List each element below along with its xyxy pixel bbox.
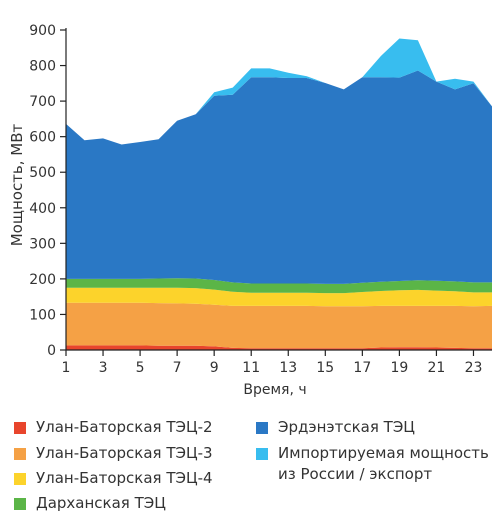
legend-item-tec3: Улан-Баторская ТЭЦ-3: [14, 443, 213, 464]
legend-swatch-tec4: [14, 473, 26, 485]
area-series-0: [66, 345, 492, 350]
x-tick-label: 3: [99, 360, 108, 376]
y-tick-label: 300: [29, 236, 56, 252]
area-series-1: [66, 302, 492, 349]
x-tick-label: 11: [242, 360, 260, 376]
x-tick-label: 23: [465, 360, 483, 376]
area-series-5: [66, 38, 492, 145]
y-tick-label: 500: [29, 165, 56, 181]
y-tick-label: 400: [29, 201, 56, 217]
x-tick-label: 7: [173, 360, 182, 376]
legend-swatch-import: [256, 448, 268, 460]
area-series-2: [66, 287, 492, 307]
x-tick-label: 1: [62, 360, 71, 376]
y-tick-label: 200: [29, 272, 56, 288]
x-tick-label: 5: [136, 360, 145, 376]
legend-label-darkhan: Дарханская ТЭЦ: [36, 494, 166, 512]
y-tick-label: 700: [29, 94, 56, 110]
legend-item-import: Импортируемая мощность из России / экспо…: [256, 443, 489, 485]
legend-swatch-tec2: [14, 422, 26, 434]
x-tick-label: 9: [210, 360, 219, 376]
x-ticks: 1 3 5 7 9 11 13 15 17 19 21 23: [62, 350, 483, 376]
legend-label-tec2: Улан-Баторская ТЭЦ-2: [36, 418, 213, 436]
legend-item-tec4: Улан-Баторская ТЭЦ-4: [14, 468, 213, 489]
x-tick-label: 17: [353, 360, 371, 376]
y-tick-label: 800: [29, 59, 56, 75]
x-axis-label: Время, ч: [243, 382, 306, 398]
y-tick-label: 900: [29, 23, 56, 39]
axes: [65, 28, 492, 351]
x-tick-label: 21: [428, 360, 446, 376]
y-tick-label: 600: [29, 130, 56, 146]
legend-swatch-darkhan: [14, 498, 26, 510]
legend-swatch-erdenet: [256, 422, 268, 434]
x-tick-label: 19: [390, 360, 408, 376]
legend-label-tec3: Улан-Баторская ТЭЦ-3: [36, 444, 213, 462]
y-tick-label: 100: [29, 307, 56, 323]
legend-label-tec4: Улан-Баторская ТЭЦ-4: [36, 469, 213, 487]
series-areas: [66, 38, 492, 350]
area-series-3: [66, 278, 492, 294]
area-series-4: [66, 70, 492, 284]
legend-swatch-tec3: [14, 448, 26, 460]
y-axis-label: Мощность, МВт: [8, 123, 26, 246]
legend-item-erdenet: Эрдэнэтская ТЭЦ: [256, 417, 415, 438]
x-tick-label: 13: [279, 360, 297, 376]
x-tick-label: 15: [316, 360, 334, 376]
legend-label-import: Импортируемая мощность из России / экспо…: [278, 444, 489, 483]
legend-item-darkhan: Дарханская ТЭЦ: [14, 493, 166, 514]
legend-item-tec2: Улан-Баторская ТЭЦ-2: [14, 417, 213, 438]
legend-label-erdenet: Эрдэнэтская ТЭЦ: [278, 418, 415, 436]
y-tick-label: 0: [47, 343, 56, 359]
y-ticks: 0 100 200 300 400 500 600 700 800 900: [29, 23, 66, 359]
legend: Улан-Баторская ТЭЦ-2 Улан-Баторская ТЭЦ-…: [0, 405, 500, 519]
